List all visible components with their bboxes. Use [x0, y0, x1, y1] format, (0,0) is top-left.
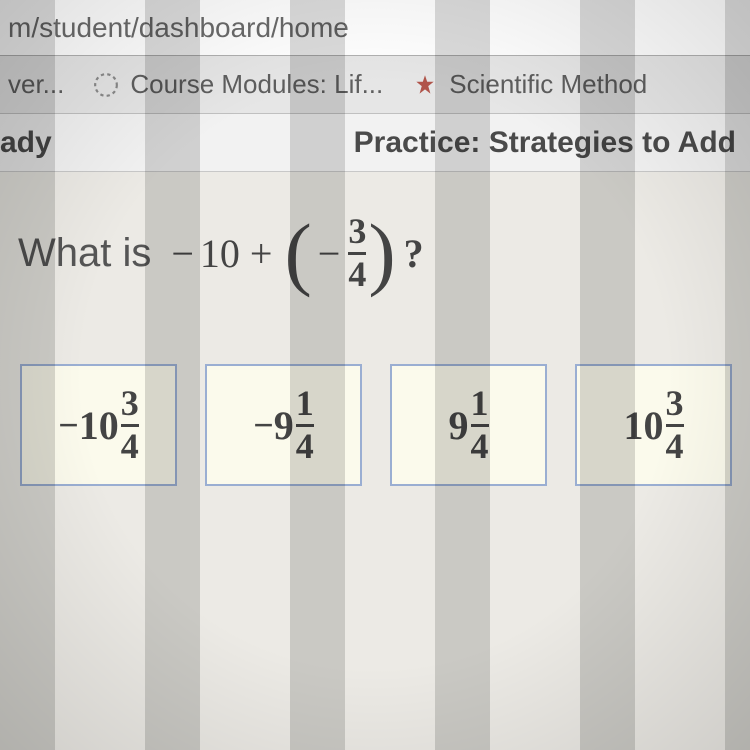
choice-whole: 9: [449, 402, 469, 449]
canvas-icon: [92, 71, 120, 99]
header-right: Practice: Strategies to Add: [354, 126, 736, 160]
question-mark: ?: [398, 230, 424, 277]
denominator: 4: [666, 428, 684, 466]
choice-sign: −: [58, 404, 79, 446]
page-header: ady Practice: Strategies to Add: [0, 114, 750, 172]
answer-choice[interactable]: 9 1 4: [390, 364, 547, 486]
bookmark-item[interactable]: Scientific Method: [411, 69, 647, 100]
numerator: 3: [666, 385, 684, 423]
question-row: What is − 10 + ( − 3 4 ) ?: [18, 212, 732, 294]
question-expression: − 10 + ( − 3 4 ) ?: [165, 212, 423, 294]
choice-fraction: 1 4: [471, 385, 489, 466]
question-prompt: What is: [18, 231, 151, 276]
numerator: 1: [471, 385, 489, 423]
open-paren-icon: (: [282, 212, 313, 294]
numerator: 1: [296, 385, 314, 423]
choice-fraction: 1 4: [296, 385, 314, 466]
choice-whole: 10: [79, 402, 119, 449]
content-area: What is − 10 + ( − 3 4 ) ? − 10: [0, 172, 750, 750]
denominator: 4: [121, 428, 139, 466]
minus-sign: −: [165, 230, 200, 277]
answer-choices: − 10 3 4 − 9 1 4: [18, 364, 732, 486]
choice-whole: 9: [274, 402, 294, 449]
url-text: m/student/dashboard/home: [8, 12, 349, 44]
answer-choice[interactable]: − 10 3 4: [20, 364, 177, 486]
bookmarks-bar: ver... Course Modules: Lif... Scientific…: [0, 56, 750, 114]
screen: m/student/dashboard/home ver... Course M…: [0, 0, 750, 750]
denominator: 4: [348, 256, 366, 294]
answer-choice[interactable]: − 9 1 4: [205, 364, 362, 486]
choice-fraction: 3 4: [666, 385, 684, 466]
inner-minus-sign: −: [314, 230, 349, 277]
fraction: 3 4: [348, 213, 366, 294]
plus-sign: +: [240, 230, 283, 277]
bookmark-label: Course Modules: Lif...: [130, 69, 383, 100]
whole-number: 10: [200, 230, 240, 277]
bookmark-item[interactable]: Course Modules: Lif...: [92, 69, 383, 100]
denominator: 4: [296, 428, 314, 466]
numerator: 3: [348, 213, 366, 251]
answer-choice[interactable]: 10 3 4: [575, 364, 732, 486]
numerator: 3: [121, 385, 139, 423]
bookmark-label: ver...: [8, 69, 64, 100]
choice-fraction: 3 4: [121, 385, 139, 466]
close-paren-icon: ): [366, 212, 397, 294]
bookmark-label: Scientific Method: [449, 69, 647, 100]
address-bar[interactable]: m/student/dashboard/home: [0, 0, 750, 56]
header-left: ady: [0, 126, 52, 160]
bookmark-item[interactable]: ver...: [8, 69, 64, 100]
choice-sign: −: [253, 404, 274, 446]
science-icon: [411, 71, 439, 99]
choice-whole: 10: [624, 402, 664, 449]
denominator: 4: [471, 428, 489, 466]
